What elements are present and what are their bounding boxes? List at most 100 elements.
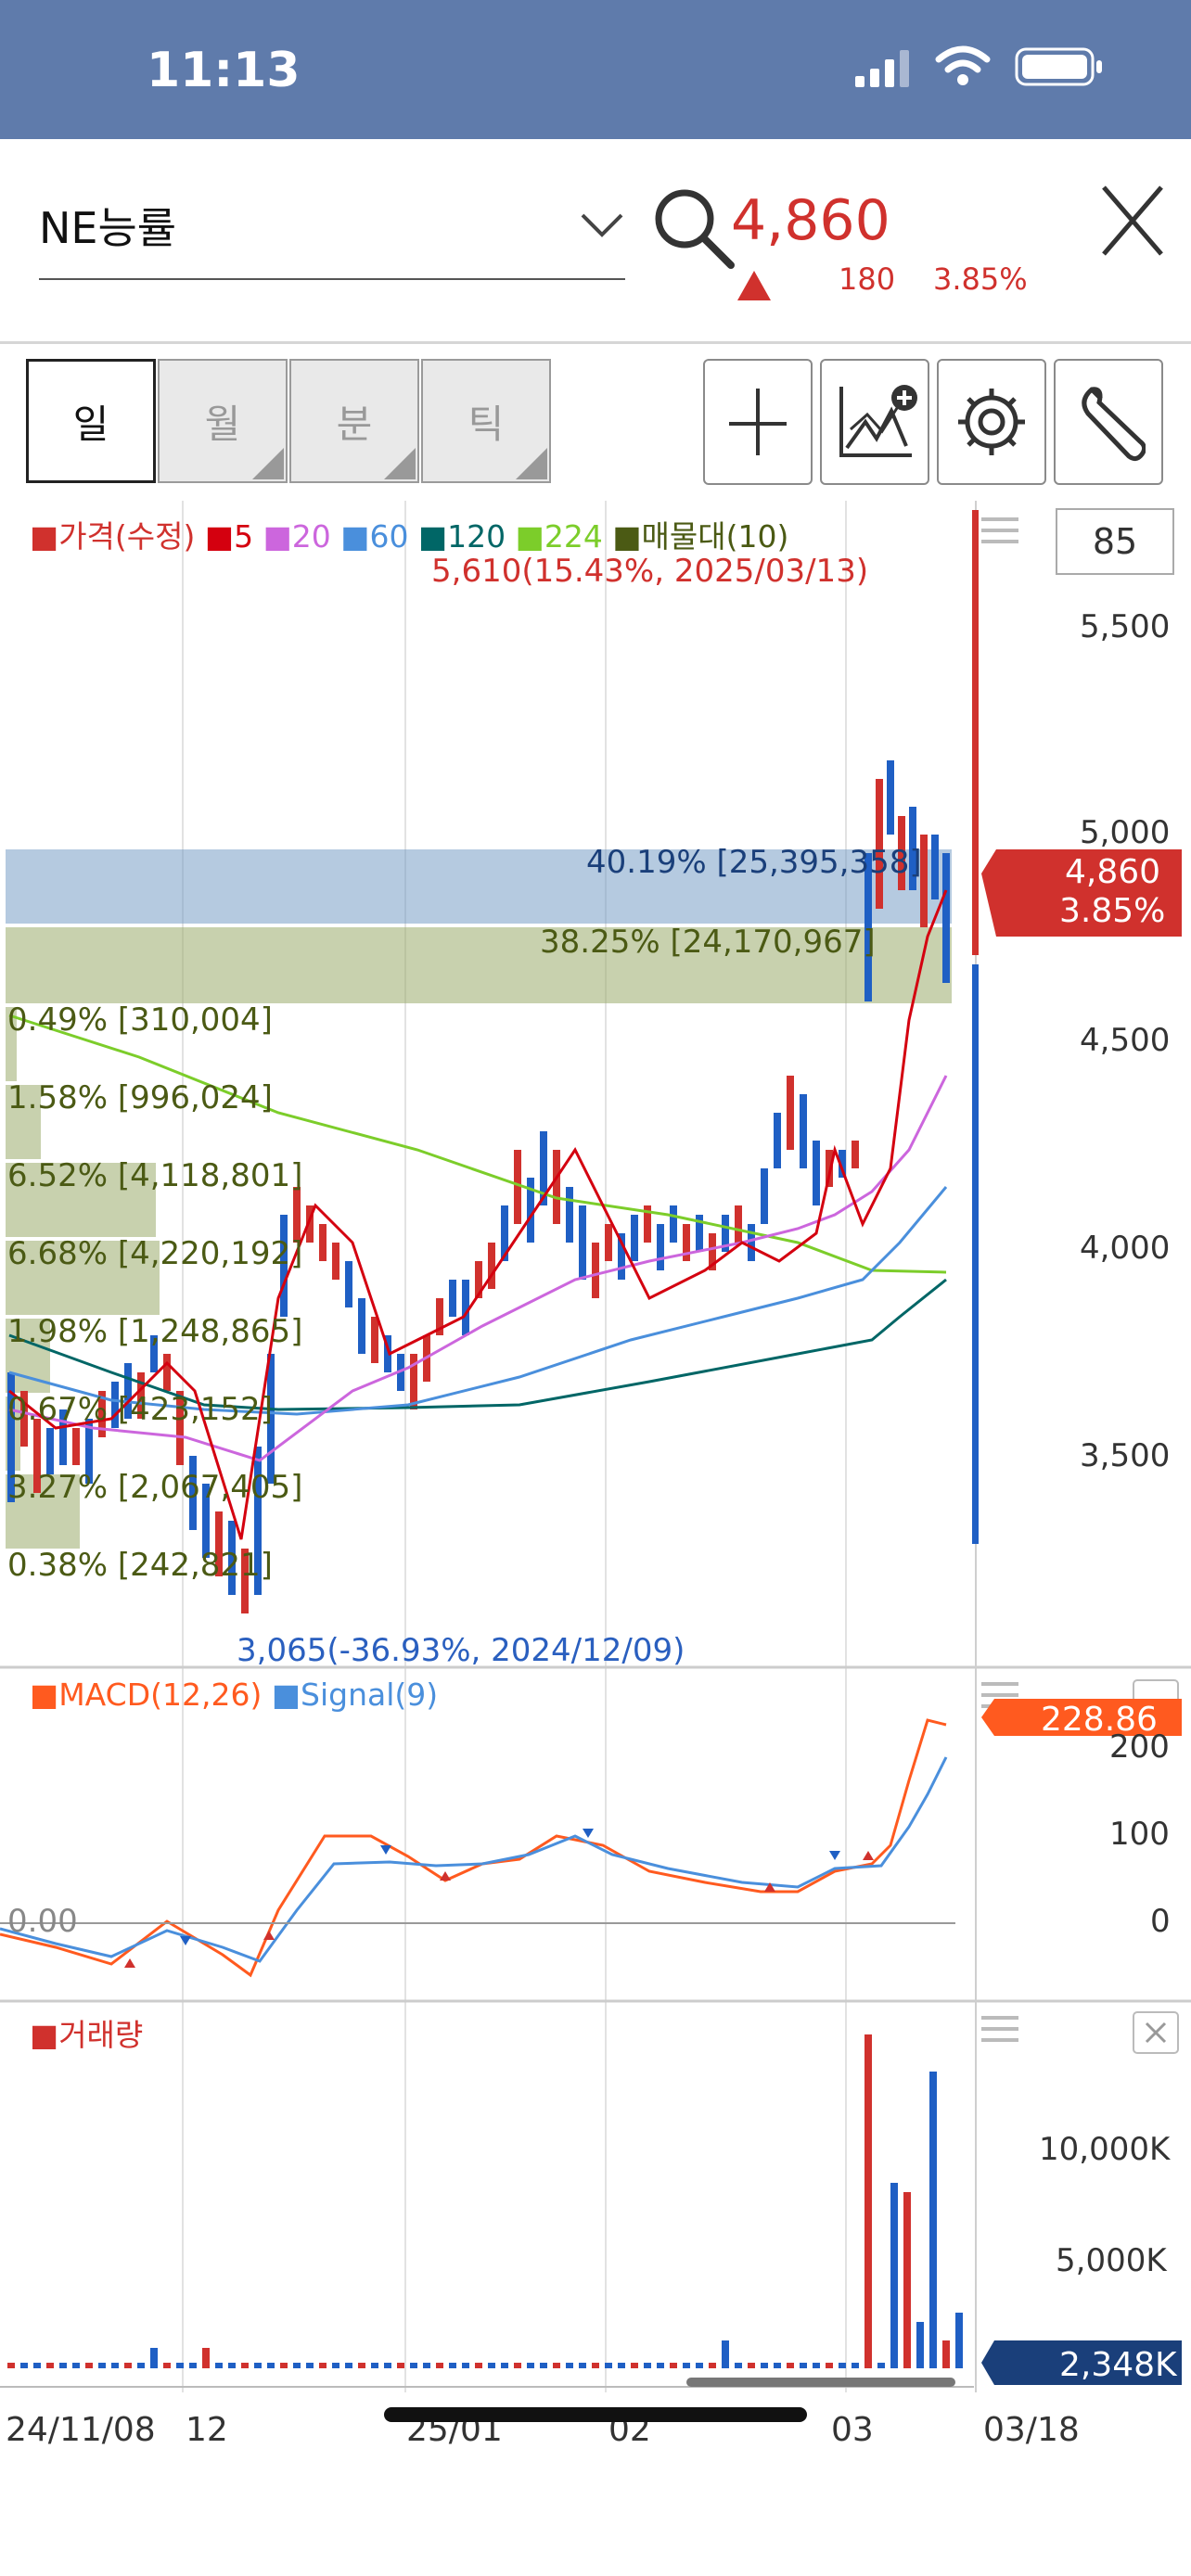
volume-bar: [839, 2363, 846, 2368]
home-indicator: [384, 2407, 807, 2422]
candle: [852, 1141, 859, 1168]
volume-bar: [605, 2363, 612, 2368]
date-axis-label: 03: [831, 2411, 874, 2449]
volume-profile-bar: [6, 927, 952, 1003]
legend-ma5-swatch: ■: [204, 518, 235, 555]
volume-bar: [449, 2363, 456, 2368]
candle: [592, 1243, 599, 1298]
battery-icon: [1015, 47, 1102, 86]
candle: [137, 1372, 145, 1419]
candle: [319, 1224, 327, 1261]
candle: [920, 835, 928, 927]
candle: [254, 1447, 262, 1595]
tab-tick-label: 틱: [467, 401, 505, 447]
tab-month[interactable]: 월: [158, 359, 288, 483]
volume-bar: [384, 2363, 391, 2368]
volume-profile-label: 38.25% [24,170,967]: [540, 924, 876, 961]
volume-bar: [955, 2313, 963, 2368]
close-icon[interactable]: [1100, 184, 1165, 258]
volume-bar: [72, 2363, 80, 2368]
volume-bar: [553, 2363, 560, 2368]
volume-bar: [371, 2363, 378, 2368]
volume-bar: [98, 2363, 106, 2368]
price-axis-label: 5,500: [1080, 608, 1171, 645]
low-price-annotation: 3,065(-36.93%, 2024/12/09): [237, 1632, 685, 1669]
tab-tick[interactable]: 틱: [421, 359, 551, 483]
candle: [527, 1178, 534, 1243]
candle: [189, 1456, 197, 1530]
search-icon[interactable]: [651, 185, 735, 269]
candle: [306, 1205, 314, 1243]
tab-day[interactable]: 일: [26, 359, 156, 483]
candle: [709, 1233, 716, 1270]
price-axis-label: 3,500: [1080, 1437, 1171, 1474]
candle: [111, 1382, 119, 1428]
candle: [683, 1224, 690, 1261]
volume-bar: [293, 2363, 301, 2368]
volume-profile-label: 0.49% [310,004]: [7, 1001, 273, 1039]
candlesticks: [7, 760, 950, 1613]
stock-chart[interactable]: [0, 501, 1191, 2457]
volume-bar: [787, 2363, 794, 2368]
volume-bar: [735, 2363, 742, 2368]
volume-profile-bar: [6, 1007, 17, 1081]
volume-bar: [929, 2072, 937, 2368]
volume-bars: [7, 2034, 963, 2368]
legend-price: 가격(수정): [58, 518, 196, 555]
current-price-tag-percent: 3.85%: [1059, 892, 1166, 930]
volume-bar: [150, 2348, 158, 2368]
volume-value-tag: [981, 2340, 1182, 2385]
gear-icon: [958, 389, 1025, 455]
volume-axis-label: 10,000K: [1039, 2131, 1171, 2168]
candle: [553, 1150, 560, 1224]
volume-bar: [916, 2322, 924, 2368]
add-indicator-button[interactable]: [820, 359, 929, 485]
candle: [397, 1354, 404, 1391]
volume-legend-swatch: ■: [30, 2017, 59, 2053]
candle: [163, 1354, 171, 1391]
crosshair-icon: [729, 389, 787, 455]
chevron-down-icon[interactable]: [579, 211, 625, 239]
candle: [618, 1233, 625, 1280]
volume-bar: [163, 2363, 171, 2368]
volume-bar: [475, 2363, 482, 2368]
candle: [514, 1150, 521, 1224]
stock-selector-underline: [39, 278, 625, 280]
zoom-level[interactable]: 85: [1056, 508, 1174, 575]
volume-bar: [436, 2363, 443, 2368]
chart-scrollbar[interactable]: [686, 2378, 955, 2387]
price-axis-label: 5,000: [1080, 814, 1171, 851]
candle: [267, 1354, 275, 1484]
settings-button[interactable]: [937, 359, 1046, 485]
legend-ma224: 224: [544, 518, 603, 555]
volume-bar: [241, 2363, 249, 2368]
price-range-down-bar: [972, 964, 979, 1544]
chart-menu-icon[interactable]: [981, 517, 1018, 543]
volume-bar: [59, 2363, 67, 2368]
candle: [436, 1298, 443, 1335]
volume-legend-label: 거래량: [58, 2017, 144, 2053]
volume-bar: [202, 2348, 210, 2368]
volume-value: 2,348K: [1059, 2346, 1177, 2384]
volume-bar: [592, 2363, 599, 2368]
candle: [176, 1391, 184, 1465]
stock-name[interactable]: NE능률: [39, 203, 177, 253]
volume-close-icon[interactable]: [1133, 2011, 1179, 2054]
candle: [20, 1391, 28, 1447]
volume-bar: [540, 2363, 547, 2368]
candle: [864, 853, 872, 1001]
candle: [228, 1521, 236, 1595]
volume-bar: [410, 2363, 417, 2368]
volume-bar: [345, 2363, 352, 2368]
volume-bar: [397, 2363, 404, 2368]
crosshair-button[interactable]: [703, 359, 813, 485]
legend-volume-profile-swatch: ■: [612, 518, 642, 555]
tab-minute[interactable]: 분: [289, 359, 419, 483]
legend-ma60-swatch: ■: [340, 518, 370, 555]
macd-markers: [124, 1829, 874, 1968]
tools-button[interactable]: [1054, 359, 1163, 485]
ma224-line: [8, 1014, 947, 1274]
volume-bar: [124, 2363, 132, 2368]
legend-price-swatch: ■: [30, 518, 59, 555]
volume-menu-icon[interactable]: [981, 2016, 1018, 2042]
